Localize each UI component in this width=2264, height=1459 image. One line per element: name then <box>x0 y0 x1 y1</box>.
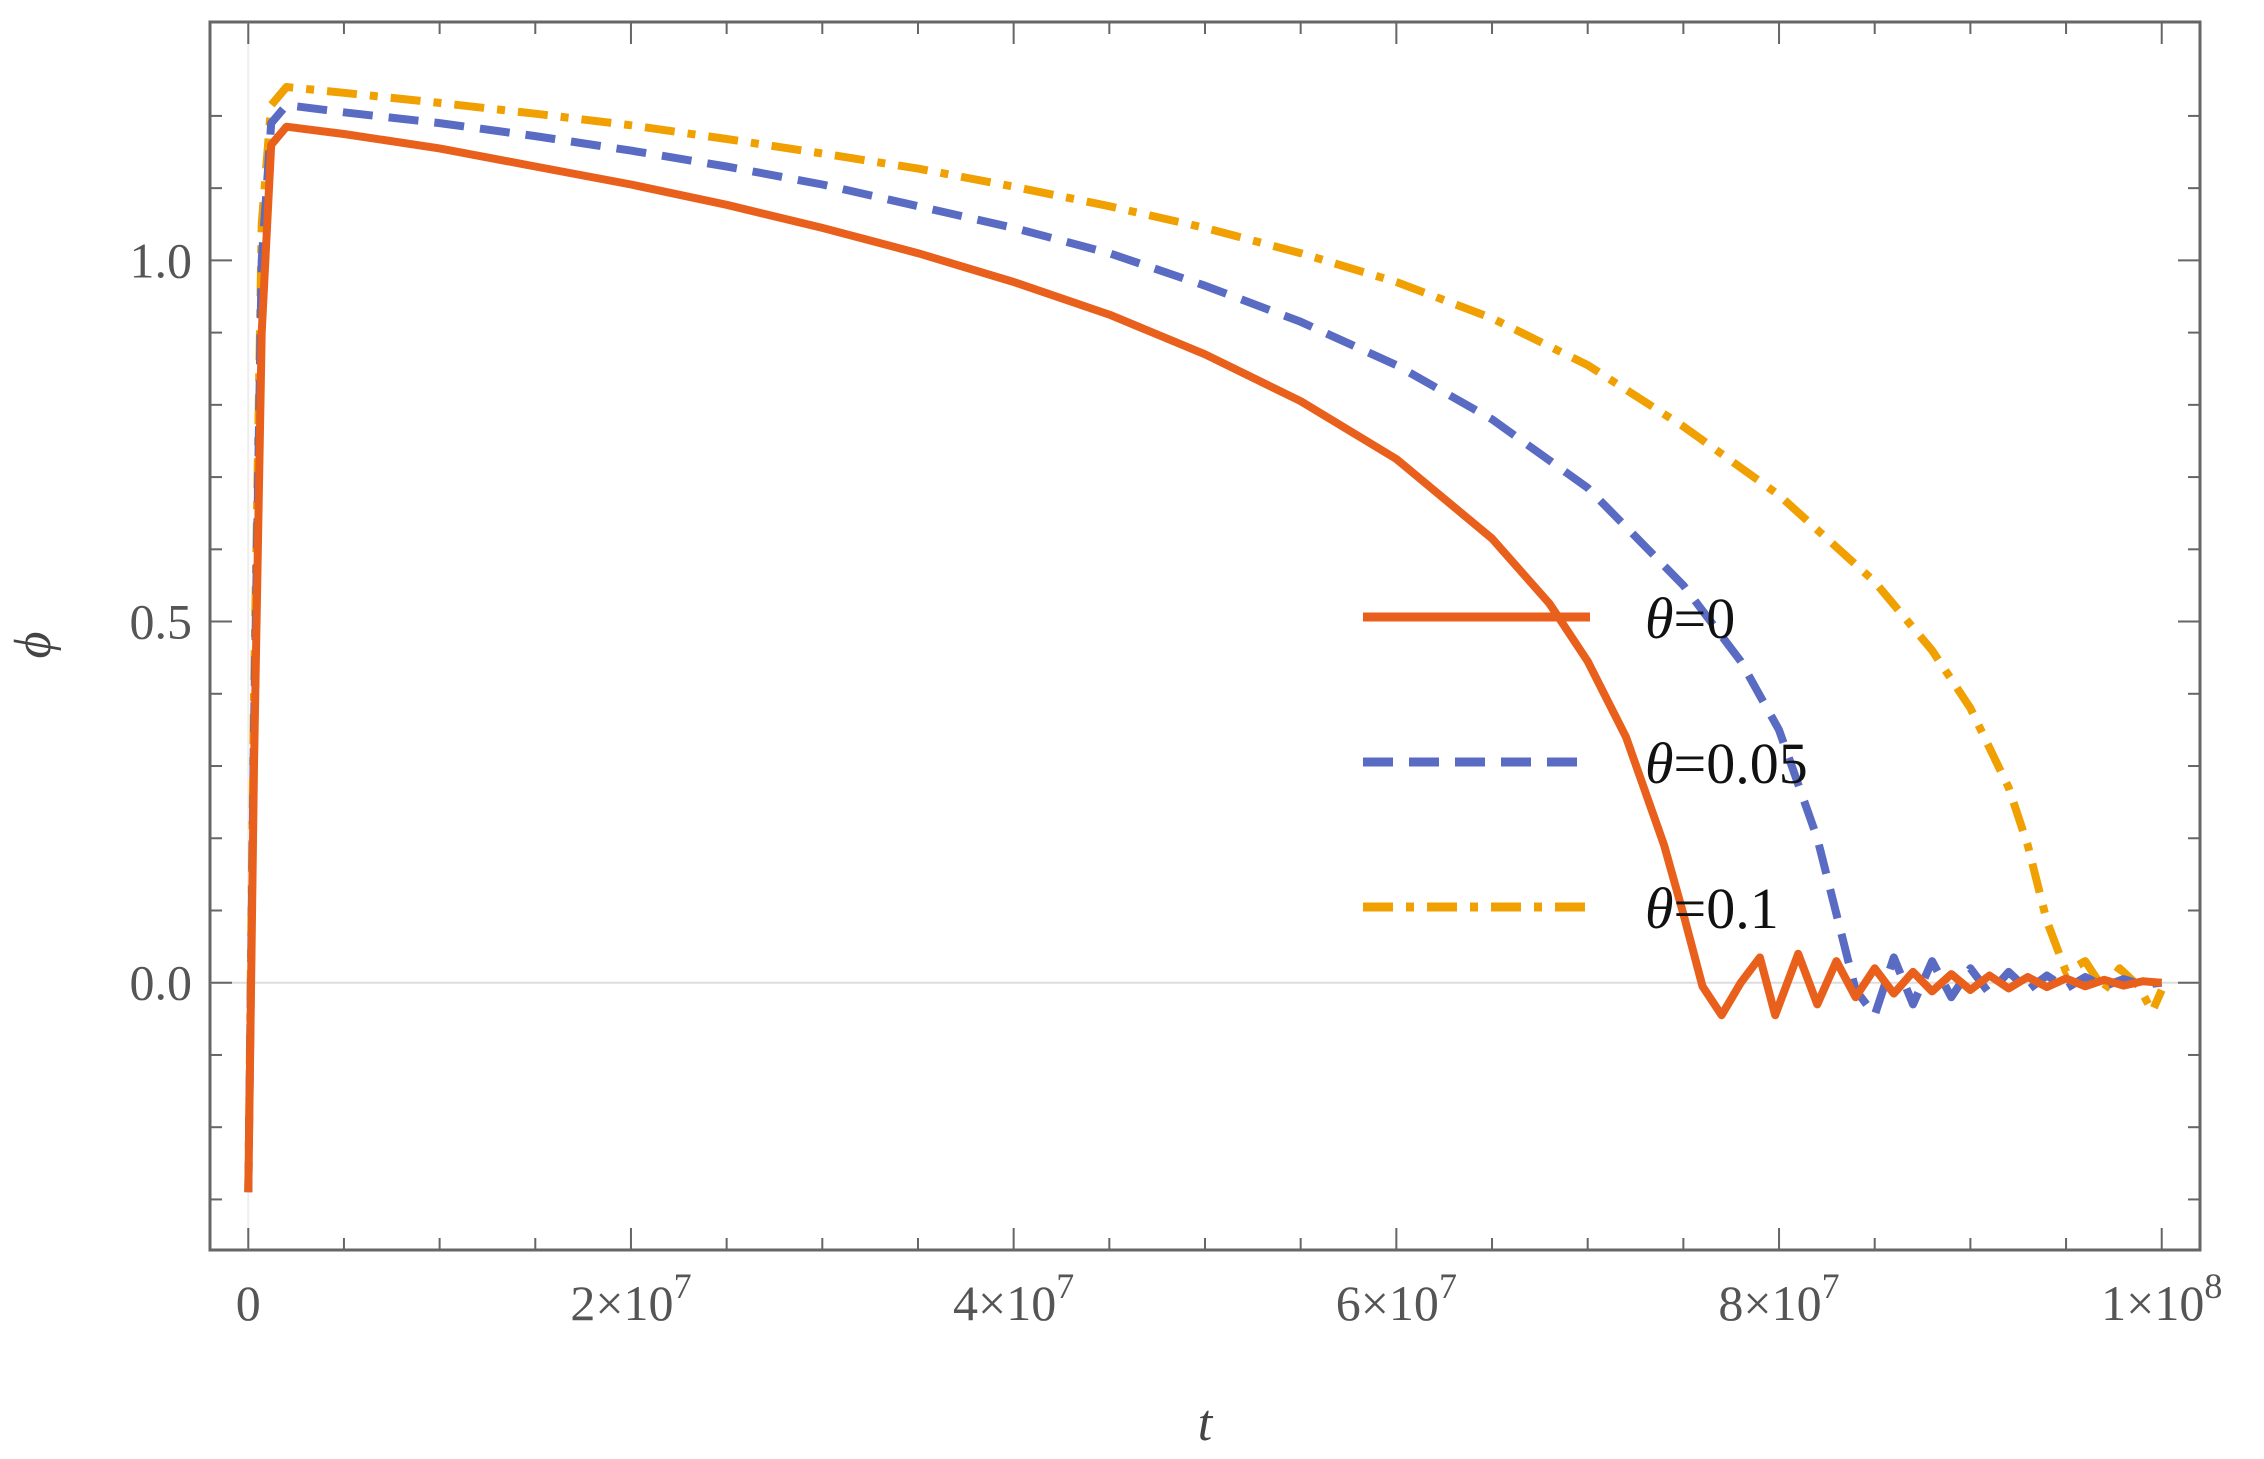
y-tick-label: 1.0 <box>130 232 193 288</box>
legend-label: θ=0.05 <box>1645 731 1808 796</box>
axis-ticks <box>210 22 2200 1250</box>
y-tick-label: 0.0 <box>130 955 193 1011</box>
x-axis-title: t <box>1198 1395 1214 1452</box>
plot-frame <box>208 20 2202 1252</box>
x-tick-label: 8×107 <box>1718 1266 1839 1331</box>
x-tick-label: 6×107 <box>1336 1266 1457 1331</box>
x-tick-label: 1×108 <box>2101 1266 2222 1331</box>
legend-label: θ=0 <box>1645 586 1735 651</box>
x-tick-label: 2×107 <box>570 1266 691 1331</box>
axis-tick-labels: 0 2×107 4×107 6×107 8×107 1×108 0.0 0.5 1.0 <box>130 232 2223 1331</box>
legend: θ=0 θ=0.05 θ=0.1 <box>1363 586 1808 941</box>
series-line-0 <box>244 122 2162 1193</box>
legend-label: θ=0.1 <box>1645 876 1779 941</box>
series-line-0-1 <box>244 83 2166 1193</box>
series-line-0-05 <box>244 101 2163 1193</box>
y-tick-label: 0.5 <box>130 594 193 650</box>
y-axis-title: ϕ <box>5 632 62 659</box>
x-tick-label: 4×107 <box>953 1266 1074 1331</box>
data-series <box>244 83 2166 1193</box>
x-tick-label: 0 <box>236 1275 261 1331</box>
